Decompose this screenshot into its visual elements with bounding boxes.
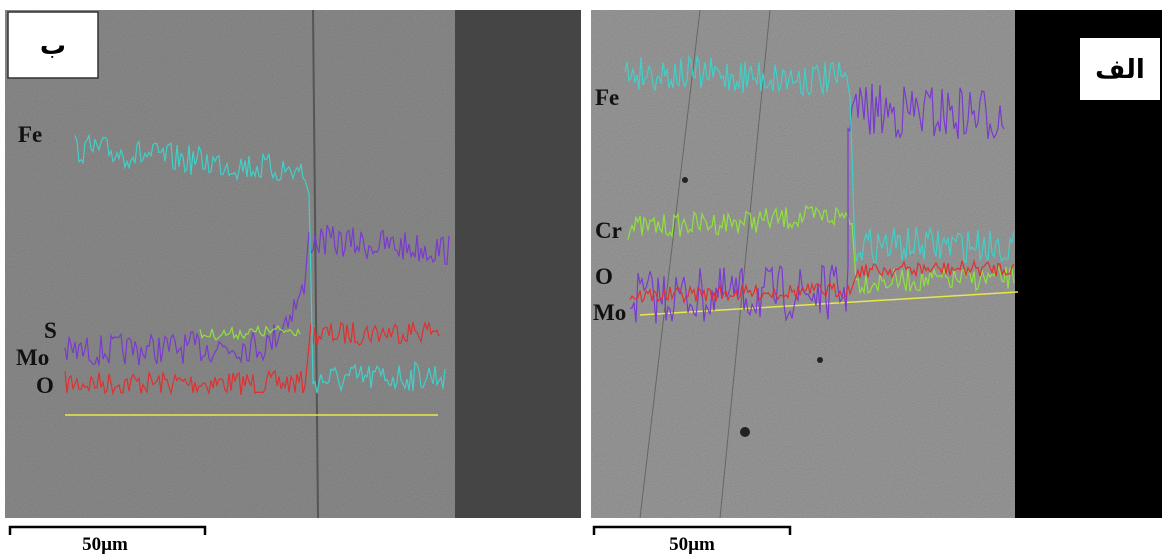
line-scan bbox=[627, 204, 1015, 295]
element-label: Fe bbox=[18, 122, 42, 147]
line-scan bbox=[64, 321, 440, 396]
panel-label: الف bbox=[1095, 55, 1145, 85]
scale-bar-label: 50µm bbox=[82, 534, 128, 554]
element-label: Cr bbox=[595, 218, 622, 243]
line-scan bbox=[629, 259, 1015, 305]
element-label: S bbox=[44, 318, 57, 343]
element-label: O bbox=[595, 264, 613, 289]
sem-panel-left bbox=[5, 10, 581, 518]
element-label: Mo bbox=[593, 300, 626, 325]
element-label: Mo bbox=[16, 345, 49, 370]
scale-bar-label: 50µm bbox=[669, 534, 715, 554]
label-box bbox=[7, 11, 99, 79]
line-scan bbox=[74, 133, 446, 394]
line-scans bbox=[64, 133, 450, 416]
line-scans bbox=[624, 54, 1019, 324]
label-box bbox=[1080, 38, 1160, 100]
element-label: O bbox=[36, 373, 54, 398]
line-scan bbox=[199, 324, 301, 341]
sem-panel-right bbox=[591, 10, 1162, 518]
element-label: Fe bbox=[595, 85, 619, 110]
scale-bar bbox=[8, 525, 207, 535]
line-scan bbox=[64, 225, 450, 366]
panel-label: ب bbox=[40, 31, 66, 61]
scale-bar bbox=[592, 525, 792, 535]
line-scan bbox=[624, 54, 1015, 264]
